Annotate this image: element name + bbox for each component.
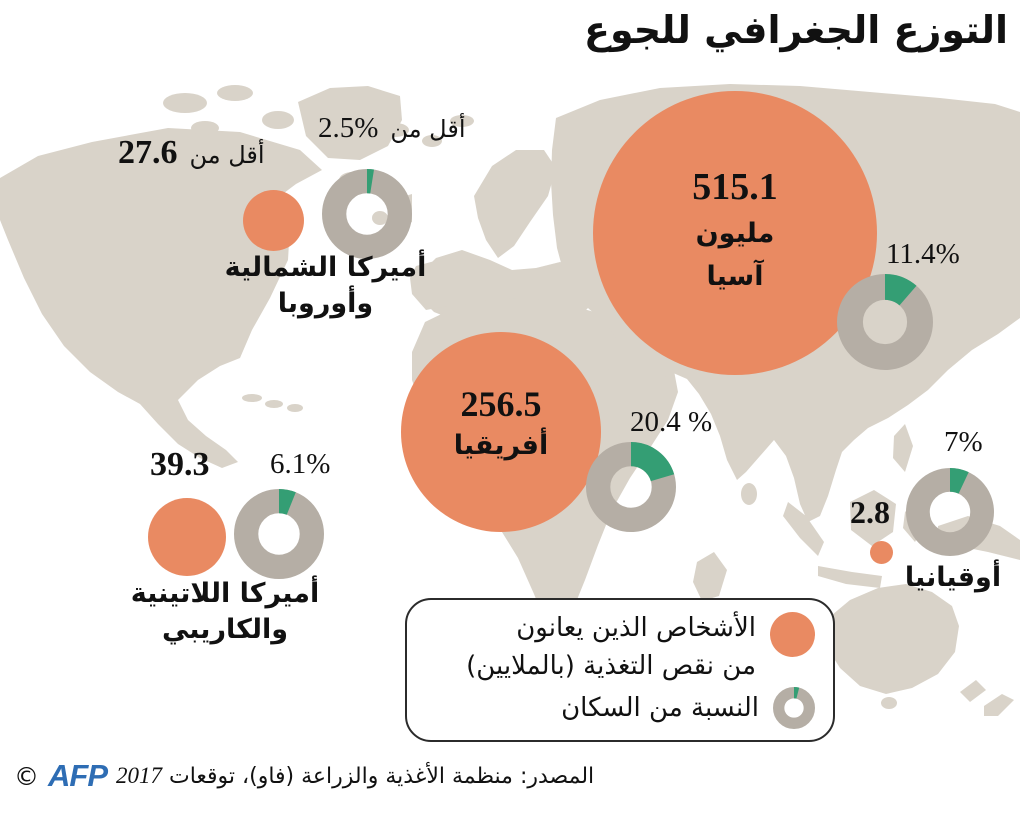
region-name-line: وأوروبا: [277, 288, 374, 320]
landmass-philippines: [893, 424, 913, 472]
landmass-sumatra: [783, 502, 824, 556]
region-name: آسيا: [706, 261, 764, 292]
landmass-arctic-island: [450, 115, 474, 127]
landmass-new-zealand: [984, 694, 1014, 716]
region-name-line: أميركا الشمالية: [224, 252, 427, 283]
north-america-europe-value: أقل من 27.6: [118, 134, 265, 172]
landmass-sri-lanka: [741, 483, 757, 505]
landmass-arctic-island: [191, 121, 219, 135]
landmass-greenland: [298, 86, 402, 160]
africa-bubble-text: 256.5 أفريقيا: [401, 386, 601, 461]
donut-wedge: [773, 687, 815, 730]
asia-bubble: [593, 91, 877, 375]
value-number: 256.5: [460, 384, 542, 424]
donut-wedge: [837, 274, 933, 370]
landmass-arctic-island: [422, 135, 442, 147]
donut-wedge: [234, 489, 324, 579]
donut-wedge: [906, 468, 994, 556]
asia-bubble-text: 515.1 مليون آسيا: [593, 168, 877, 292]
source-text: المصدر: منظمة الأغذية والزراعة (فاو)، تو…: [116, 763, 594, 789]
africa-percent: 20.4 %: [630, 406, 713, 438]
asia-percent: 11.4%: [886, 238, 960, 270]
latin-america-donut: [234, 489, 324, 579]
legend-row-percent: النسبة من السكان: [421, 687, 815, 730]
region-name-line: والكاريبي: [161, 614, 289, 646]
afp-logo: AFP: [48, 758, 108, 793]
north-america-europe-percent: أقل من 2.5%: [318, 112, 466, 145]
footer: © AFP المصدر: منظمة الأغذية والزراعة (فا…: [14, 758, 594, 794]
source-year: 2017: [116, 763, 162, 788]
bubble-legend-icon: [770, 612, 815, 657]
landmass-scandinavia: [474, 150, 556, 258]
less-than-label: أقل من: [390, 115, 466, 143]
latin-america-bubble: [148, 498, 226, 576]
donut-wedge: [586, 442, 676, 532]
africa-bubble: [401, 332, 601, 532]
landmass-arctic-island: [262, 111, 294, 129]
legend-box: الأشخاص الذين يعانون من نقص التغذية (بال…: [405, 598, 835, 742]
africa-donut: [586, 442, 676, 532]
copyright-icon: ©: [14, 761, 39, 791]
oceania-label: أوقيانيا: [904, 562, 1002, 593]
million-unit-label: مليون: [695, 218, 775, 249]
value-number: 515.1: [692, 166, 778, 208]
value-number: 2.8: [850, 494, 890, 530]
north-america-europe-bubble: [243, 190, 304, 251]
source-label: المصدر: منظمة الأغذية والزراعة (فاو)، تو…: [169, 764, 595, 789]
landmass-ireland: [372, 211, 388, 225]
legend-text-line: من نقص التغذية (بالملايين): [466, 650, 756, 681]
landmass-north-america: [0, 128, 322, 468]
oceania-percent: 7%: [944, 426, 983, 458]
oceania-value: 2.8: [850, 494, 890, 531]
oceania-donut: [906, 468, 994, 556]
legend-percent-label: النسبة من السكان: [561, 692, 759, 723]
landmass-australia: [826, 584, 959, 694]
landmass-caribbean: [265, 400, 283, 408]
value-number: 27.6: [118, 134, 178, 171]
oceania-bubble: [870, 541, 893, 564]
region-name: أفريقيا: [453, 430, 549, 461]
latin-america-value: 39.3: [150, 446, 210, 484]
latin-america-label: أميركا اللاتينية والكاريبي: [120, 576, 330, 649]
landmass-madagascar: [693, 552, 727, 601]
landmass-borneo: [850, 490, 896, 546]
asia-donut: [837, 274, 933, 370]
landmass-java: [818, 566, 882, 588]
percent-number: 2.5%: [318, 112, 379, 144]
north-america-europe-label: أميركا الشمالية وأوروبا: [208, 250, 443, 323]
legend-row-millions: الأشخاص الذين يعانون من نقص التغذية (بال…: [421, 610, 815, 685]
legend-people-label: الأشخاص الذين يعانون من نقص التغذية (بال…: [466, 610, 756, 685]
landmass-new-zealand: [960, 680, 986, 702]
latin-america-percent: 6.1%: [270, 448, 331, 480]
less-than-label: أقل من: [189, 141, 265, 169]
donut-legend-icon: [773, 687, 815, 730]
landmass-tasmania: [881, 697, 897, 709]
landmass-caribbean: [287, 404, 303, 412]
landmass-arctic-island: [217, 85, 253, 101]
landmass-caribbean: [242, 394, 262, 402]
page-title: التوزع الجغرافي للجوع: [584, 8, 1008, 52]
landmass-iberia: [410, 258, 468, 310]
landmass-arctic-island: [163, 93, 207, 113]
donut-wedge: [322, 169, 412, 259]
north-america-europe-donut: [322, 169, 412, 259]
legend-text-line: الأشخاص الذين يعانون: [516, 613, 756, 643]
region-name-line: أميركا اللاتينية: [130, 578, 320, 609]
value-number: 39.3: [150, 446, 210, 483]
